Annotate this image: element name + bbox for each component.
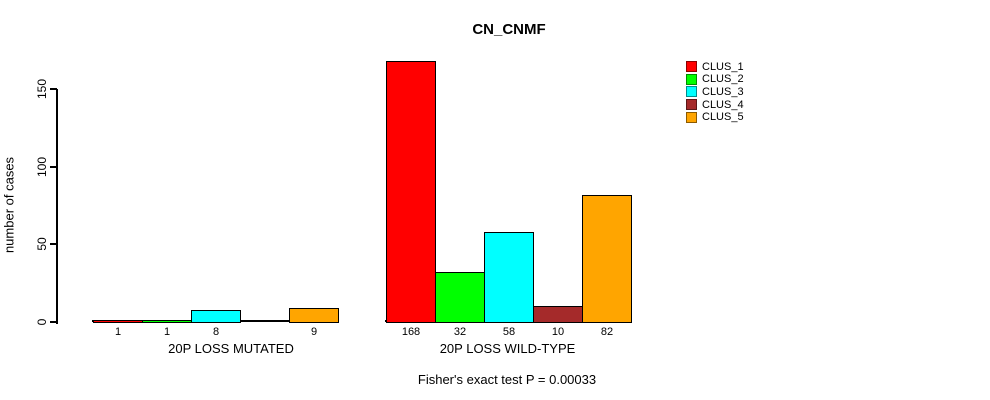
bar: [582, 195, 632, 323]
bar: [435, 272, 485, 323]
bar: [142, 320, 192, 323]
chart-title: CN_CNMF: [472, 21, 546, 38]
y-axis-tick: [50, 321, 57, 323]
y-axis-tick-label: 50: [35, 237, 49, 252]
legend-swatch: [686, 99, 697, 111]
group-label: 20P LOSS WILD-TYPE: [439, 341, 576, 356]
legend-label: CLUS_4: [702, 98, 744, 111]
legend-swatch: [686, 73, 697, 85]
group-label: 20P LOSS MUTATED: [168, 341, 294, 356]
legend-label: CLUS_1: [702, 60, 744, 73]
bar-value-label: 1: [163, 325, 171, 338]
bar: [533, 306, 583, 323]
y-axis-tick-label: 150: [35, 78, 49, 100]
bar-value-label: 10: [551, 325, 565, 338]
bar-value-label: 82: [600, 325, 614, 338]
legend-label: CLUS_5: [702, 111, 744, 124]
y-axis-label: number of cases: [1, 156, 17, 254]
legend-swatch: [686, 111, 697, 123]
bar: [386, 61, 436, 323]
legend-swatch: [686, 86, 697, 98]
bar-value-label: 9: [310, 325, 318, 338]
legend-label: CLUS_3: [702, 85, 744, 98]
legend-label: CLUS_2: [702, 73, 744, 86]
bar-value-label: 58: [502, 325, 516, 338]
bar-value-label: 32: [453, 325, 467, 338]
y-axis-tick-label: 100: [35, 156, 49, 177]
y-axis-line: [56, 89, 58, 324]
bar: [93, 320, 143, 323]
bar: [191, 310, 241, 323]
y-axis-tick: [50, 243, 57, 246]
bar-value-label: 8: [212, 325, 220, 338]
legend-swatch: [686, 61, 697, 72]
bar-value-label: 1: [114, 325, 122, 338]
y-axis-tick: [50, 88, 57, 90]
bar: [289, 308, 339, 323]
footnote: Fisher's exact test P = 0.00033: [417, 372, 597, 387]
y-axis-tick-label: 0: [35, 318, 49, 326]
bar: [484, 232, 534, 323]
y-axis-tick: [50, 165, 57, 168]
bar-value-label: 168: [401, 325, 421, 338]
